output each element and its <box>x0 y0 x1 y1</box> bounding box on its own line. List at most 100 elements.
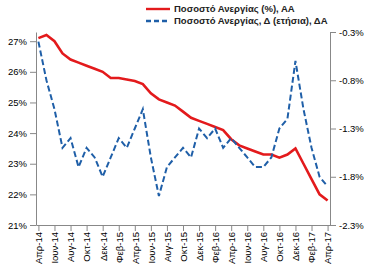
x-tick: Απρ-17 <box>322 225 333 264</box>
y-tick-mark <box>30 164 36 165</box>
y-tick: 24% <box>8 128 36 139</box>
x-tick-mark <box>215 225 216 231</box>
y-tick: 22% <box>8 189 36 200</box>
x-tick: Απρ-16 <box>226 225 237 264</box>
y2-tick: -1.8% <box>330 171 364 182</box>
y2-tick-mark <box>330 32 336 33</box>
x-tick: Ιουν-16 <box>242 225 253 264</box>
x-tick-mark <box>54 225 55 231</box>
x-tick-label: Ιουν-16 <box>242 232 253 264</box>
x-tick: Απρ-15 <box>130 225 141 264</box>
series-group <box>38 35 327 200</box>
x-tick: Δεκ-16 <box>290 225 301 261</box>
x-tick: Φεβ-17 <box>306 225 317 263</box>
y2-tick: -1.3% <box>330 123 364 134</box>
x-tick: Δεκ-15 <box>194 225 205 261</box>
legend-swatch <box>146 20 170 22</box>
x-tick-label: Ιουν-15 <box>146 232 157 264</box>
y-tick-mark <box>30 225 36 226</box>
plot: Απρ-14 Ιουν-14 Αυγ-14 Οκτ-14 Δεκ-14 Φεβ-15 Απρ… <box>8 27 364 264</box>
y2-tick-mark <box>330 129 336 130</box>
x-tick-mark <box>231 225 232 231</box>
x-tick-mark <box>71 225 72 231</box>
x-tick: Φεβ-16 <box>210 225 221 263</box>
x-tick: Φεβ-15 <box>114 225 125 263</box>
x-tick-label: Απρ-14 <box>33 232 44 264</box>
y2-tick: -0.3% <box>330 27 364 38</box>
x-tick-label: Ιουν-14 <box>49 232 60 264</box>
y-tick: 26% <box>8 66 36 77</box>
y-tick-label: 25% <box>8 97 28 108</box>
y-tick-label: 22% <box>8 189 28 200</box>
y-tick-mark <box>30 133 36 134</box>
x-tick-label: Αυγ-16 <box>258 232 269 262</box>
x-tick-mark <box>263 225 264 231</box>
x-tick: Απρ-14 <box>33 225 44 264</box>
y2-axis: -0.3% -0.8% -1.3% -1.8% -2.3% <box>330 27 364 231</box>
y2-tick-label: -1.8% <box>339 171 364 182</box>
legend-label: Ποσοστό Ανεργίας (%), ΑΑ <box>174 3 295 14</box>
y-tick-label: 24% <box>8 128 28 139</box>
x-tick-mark <box>295 225 296 231</box>
x-tick-label: Αυγ-14 <box>65 232 76 262</box>
x-tick-label: Οκτ-16 <box>274 232 285 262</box>
y-tick-mark <box>30 194 36 195</box>
x-tick: Ιουν-14 <box>49 225 60 264</box>
legend: Ποσοστό Ανεργίας (%), ΑΑΠοσοστό Ανεργίας… <box>146 3 328 26</box>
x-tick-label: Απρ-15 <box>130 232 141 264</box>
x-tick-label: Απρ-17 <box>322 232 333 264</box>
x-tick-label: Δεκ-15 <box>194 232 205 261</box>
y2-tick-label: -0.8% <box>339 75 364 86</box>
y-tick-mark <box>30 41 36 42</box>
x-tick-label: Φεβ-16 <box>210 232 221 263</box>
x-tick-mark <box>135 225 136 231</box>
x-tick-mark <box>38 225 39 231</box>
y-tick: 25% <box>8 97 36 108</box>
y-tick: 21% <box>8 220 36 231</box>
y-tick-mark <box>30 72 36 73</box>
legend-item: Ποσοστό Ανεργίας, Δ (ετήσια), ΔΑ <box>146 15 328 26</box>
x-tick-mark <box>328 225 329 231</box>
y-tick-label: 23% <box>8 158 28 169</box>
x-tick: Οκτ-15 <box>178 225 189 262</box>
y2-tick-label: -2.3% <box>339 220 364 231</box>
y2-tick: -2.3% <box>330 220 364 231</box>
x-tick: Αυγ-14 <box>65 225 76 262</box>
x-tick-mark <box>312 225 313 231</box>
y-tick: 23% <box>8 158 36 169</box>
y-axis: 21% 22% 23% 24% 25% 26% 27% <box>8 33 37 231</box>
x-tick-mark <box>119 225 120 231</box>
x-tick: Δεκ-14 <box>97 225 108 261</box>
series-line <box>38 42 327 196</box>
x-tick: Ιουν-15 <box>146 225 157 264</box>
x-axis: Απρ-14 Ιουν-14 Αυγ-14 Οκτ-14 Δεκ-14 Φεβ-15 Απρ… <box>33 225 333 264</box>
x-tick-mark <box>199 225 200 231</box>
x-tick-label: Απρ-16 <box>226 232 237 264</box>
y2-tick-mark <box>330 80 336 81</box>
x-tick-label: Οκτ-15 <box>178 232 189 262</box>
x-tick-mark <box>167 225 168 231</box>
x-tick-label: Δεκ-16 <box>290 232 301 261</box>
legend-label: Ποσοστό Ανεργίας, Δ (ετήσια), ΔΑ <box>174 15 328 26</box>
x-tick-label: Φεβ-17 <box>306 232 317 263</box>
y2-tick-label: -1.3% <box>339 123 364 134</box>
x-tick-mark <box>247 225 248 231</box>
y2-tick-mark <box>330 177 336 178</box>
y-tick-label: 26% <box>8 66 28 77</box>
x-tick-label: Φεβ-15 <box>114 232 125 263</box>
legend-swatch <box>146 8 170 10</box>
x-tick: Αυγ-16 <box>258 225 269 262</box>
y2-tick: -0.8% <box>330 75 364 86</box>
y-tick-label: 27% <box>8 36 28 47</box>
x-tick: Αυγ-15 <box>162 225 173 262</box>
x-tick-label: Αυγ-15 <box>162 232 173 262</box>
y-tick-label: 21% <box>8 220 28 231</box>
x-tick-mark <box>183 225 184 231</box>
y-tick-mark <box>30 102 36 103</box>
chart: Απρ-14 Ιουν-14 Αυγ-14 Οκτ-14 Δεκ-14 Φεβ-15 Απρ… <box>0 0 370 271</box>
y2-tick-mark <box>330 225 336 226</box>
x-tick-mark <box>151 225 152 231</box>
x-tick-mark <box>87 225 88 231</box>
x-tick: Οκτ-14 <box>81 225 92 262</box>
x-tick: Οκτ-16 <box>274 225 285 262</box>
